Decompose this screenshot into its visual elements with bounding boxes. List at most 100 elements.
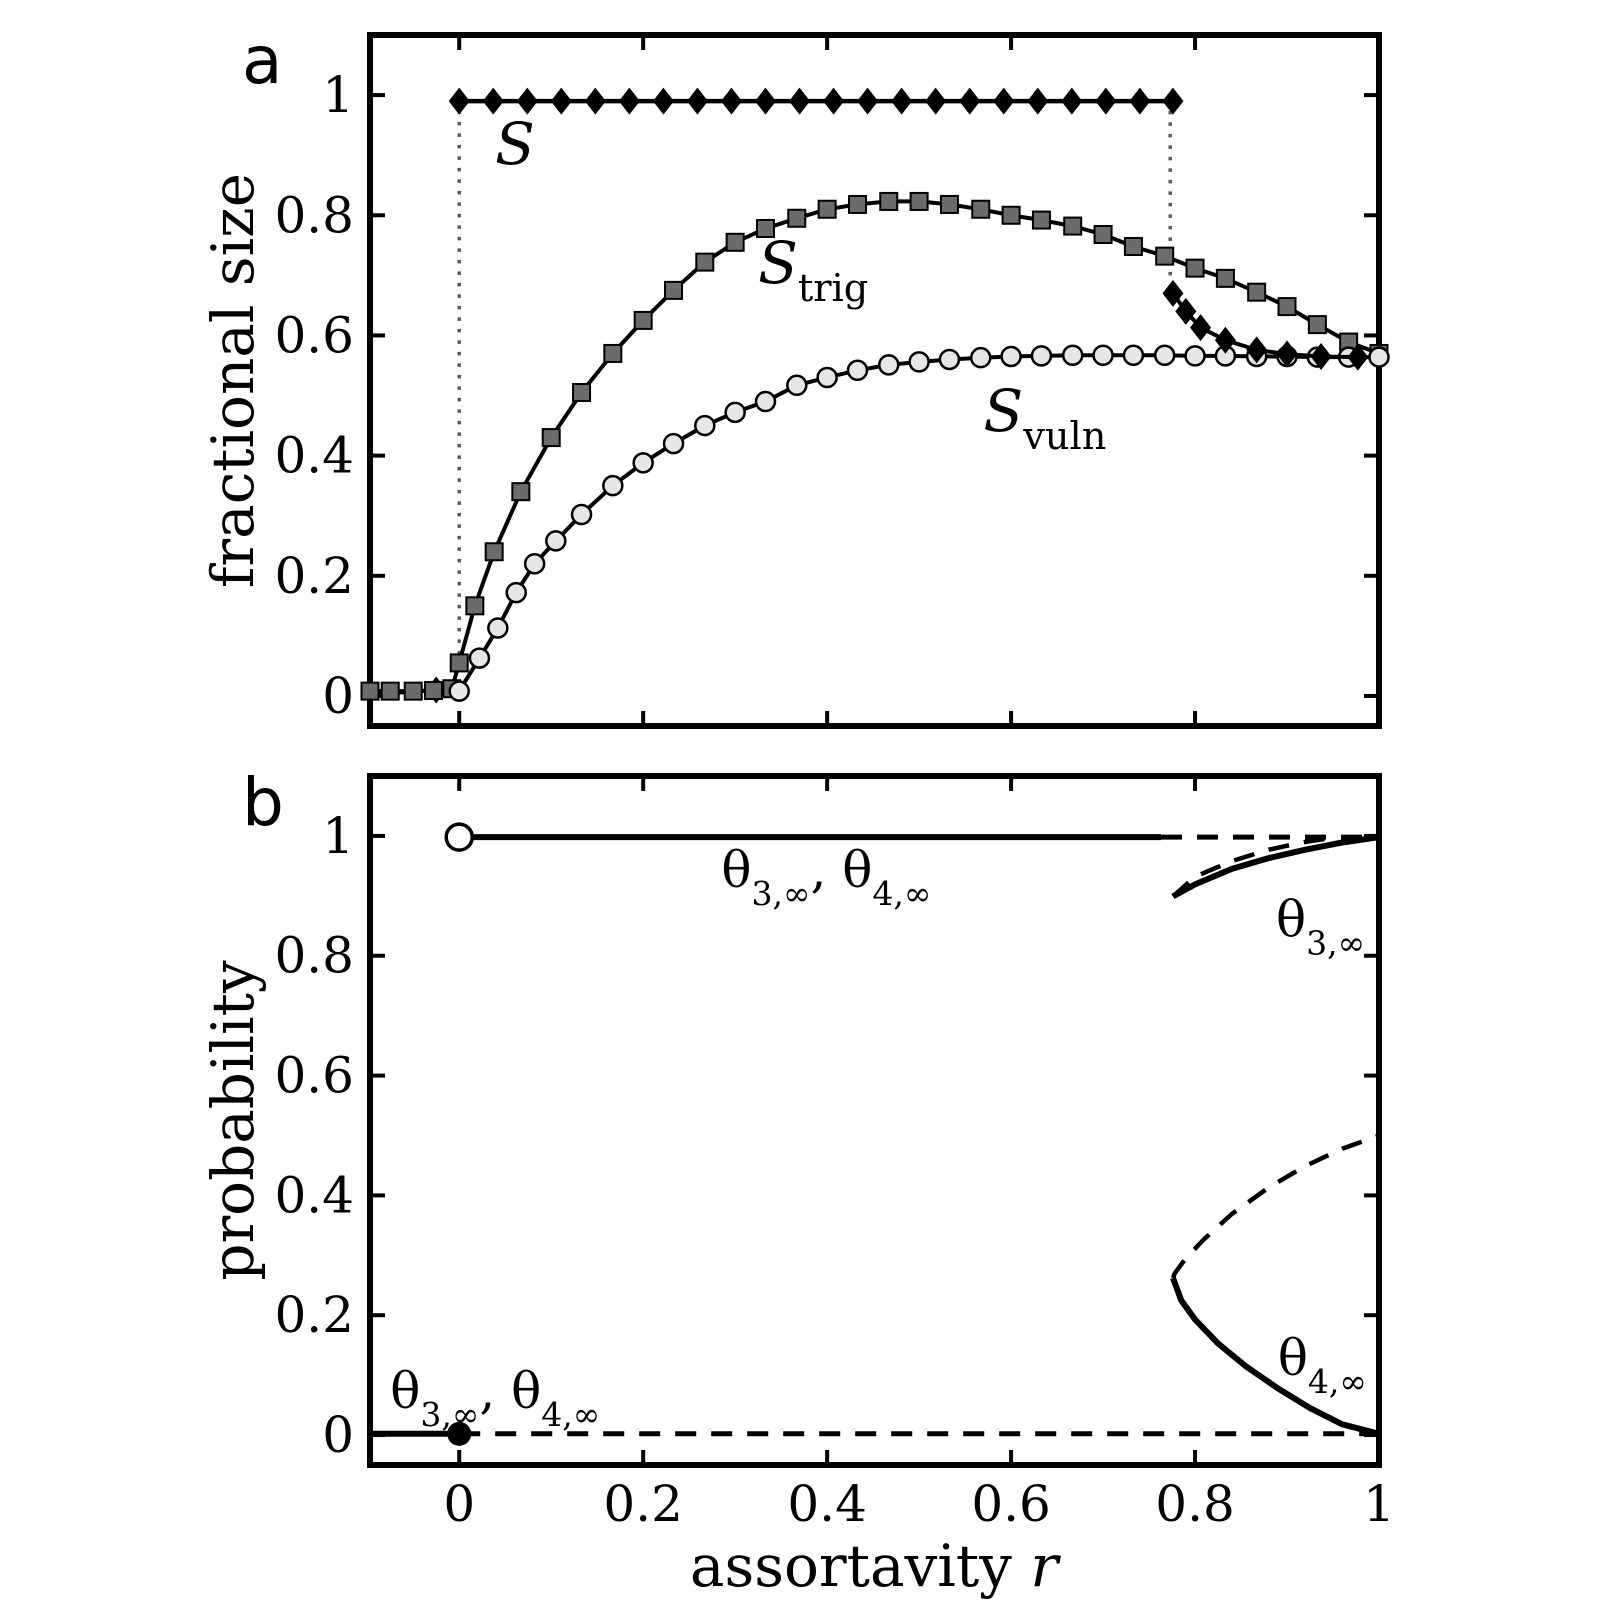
annotation-label: Strig (758, 229, 868, 311)
filled-circle-marker (447, 1421, 472, 1446)
square-marker (879, 191, 899, 211)
circle-marker (786, 374, 808, 397)
series-theta3-fold-dashed (1171, 834, 1338, 899)
x-tick-label: 1 (1363, 1475, 1395, 1533)
circle-marker (632, 452, 654, 474)
series-theta4-fold-dashed (1170, 1133, 1380, 1279)
diamond-marker (925, 87, 947, 115)
square-marker (572, 383, 592, 403)
square-marker (1063, 216, 1083, 236)
diamond-marker (1347, 343, 1369, 371)
circle-marker (487, 617, 509, 639)
square-marker (423, 681, 443, 701)
square-marker (1123, 237, 1143, 257)
square-marker (380, 681, 400, 701)
diamond-marker (1310, 342, 1332, 370)
square-marker (939, 194, 959, 214)
circle-marker (1092, 344, 1114, 367)
square-marker (725, 232, 745, 252)
diamond-marker (891, 87, 913, 115)
circle-marker (1184, 345, 1206, 367)
square-marker (465, 596, 485, 616)
circle-marker (694, 414, 716, 437)
y-tick-label: 1 (322, 807, 354, 865)
square-marker (1001, 205, 1021, 225)
square-marker (664, 280, 684, 300)
diamond-marker (652, 87, 674, 115)
series-theta-bottom-solid (370, 1421, 472, 1446)
y-tick-label: 0.2 (274, 547, 354, 605)
square-marker (403, 681, 423, 701)
series-S-upper-branch (448, 87, 1184, 115)
circle-marker (602, 474, 624, 497)
series-line (1171, 834, 1380, 900)
diamond-marker (550, 87, 572, 115)
open-circle-marker (444, 822, 474, 852)
square-marker (787, 208, 807, 228)
y-tick-label: 0.2 (274, 1286, 354, 1344)
diamond-marker (1246, 336, 1268, 364)
circle-marker (1153, 344, 1176, 367)
circle-marker (724, 401, 746, 424)
y-tick-label: 0.6 (274, 1047, 354, 1105)
circle-marker (1061, 344, 1084, 367)
square-marker (909, 191, 929, 211)
circle-marker (1030, 345, 1053, 367)
y-tick-label: 0.8 (274, 186, 354, 244)
diamond-marker (993, 87, 1015, 115)
square-marker (1155, 246, 1175, 266)
diamond-marker (1190, 314, 1212, 342)
diamond-marker (1214, 326, 1236, 354)
axes-box (367, 773, 1382, 1468)
square-marker (1215, 268, 1235, 288)
series-theta-top-solid (444, 822, 1161, 852)
y-axis-label: fractional size (199, 173, 267, 588)
square-marker (1307, 315, 1327, 335)
panel-a: 0 0.2 0.4 0.6 0.8 1 S Strig Svuln a fractional siz… (199, 22, 1390, 729)
circle-marker (545, 530, 567, 552)
series-S-lower-branch (1162, 279, 1369, 371)
diamond-marker (789, 87, 811, 115)
y-tick-label: 0.6 (274, 306, 354, 364)
square-marker (971, 199, 991, 219)
diamond-marker (448, 87, 470, 115)
y-tick-label: 0.8 (274, 927, 354, 985)
diamond-marker (1129, 87, 1151, 115)
circle-marker (1368, 346, 1390, 368)
square-marker (756, 218, 776, 238)
diamond-marker (857, 87, 879, 115)
square-marker (1277, 297, 1297, 317)
series-theta3-fold-solid (1171, 834, 1380, 900)
x-tick-label: 0.6 (971, 1475, 1051, 1533)
diamond-marker (482, 87, 504, 115)
circle-marker (754, 390, 777, 413)
square-marker (1247, 282, 1267, 302)
square-marker (511, 482, 531, 502)
circle-marker (448, 680, 470, 702)
y-axis-label: probability (199, 960, 267, 1281)
y-tick-label: 0 (322, 1406, 354, 1464)
annotation-label: θ3,∞, θ4,∞ (390, 1362, 600, 1434)
diamond-marker (618, 87, 640, 115)
diamond-marker (823, 87, 845, 115)
circle-marker (1122, 344, 1145, 367)
panel-letter: a (242, 22, 282, 99)
annotation-label: S (495, 110, 535, 178)
square-marker (360, 681, 380, 701)
circle-marker (969, 346, 992, 369)
circle-marker (816, 366, 838, 389)
diamond-marker (1175, 297, 1197, 325)
circle-marker (662, 432, 685, 455)
panel-letter: b (242, 764, 284, 841)
x-axis-label: assortavity r (690, 1532, 1061, 1600)
diamond-marker (1276, 340, 1298, 368)
x-tick-label: 0.2 (603, 1475, 683, 1533)
diamond-marker (584, 87, 606, 115)
square-marker (603, 343, 623, 363)
circle-marker (908, 351, 930, 373)
circle-marker (846, 359, 869, 382)
y-tick-label: 0.4 (274, 1166, 354, 1224)
annotation-label: θ3,∞, θ4,∞ (721, 841, 931, 913)
